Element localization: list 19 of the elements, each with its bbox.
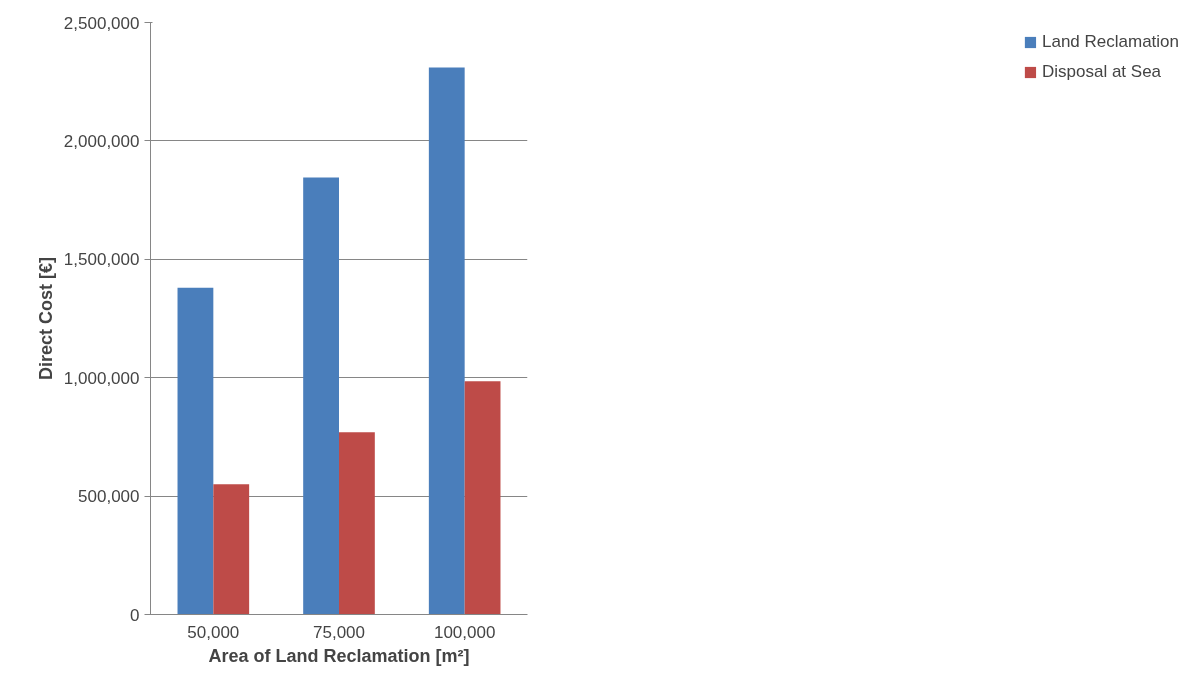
y-tick-label: 0 [130, 605, 140, 625]
y-tick-label: 500,000 [78, 487, 140, 507]
bar [303, 177, 339, 615]
x-tick-label: 100,000 [433, 622, 496, 642]
y-tick-label: 1,000,000 [63, 368, 140, 388]
bar [339, 432, 375, 615]
y-tick-label: 2,000,000 [63, 131, 140, 151]
legend-label: Disposal at Sea [1041, 62, 1162, 82]
bar [428, 67, 465, 615]
x-tick-label: 75,000 [313, 622, 365, 642]
legend-label: Land Reclamation [1041, 32, 1179, 52]
bar [177, 287, 214, 615]
y-axis-title: Direct Cost [€] [35, 256, 56, 381]
x-tick-label: 50,000 [187, 622, 240, 642]
bar [213, 484, 250, 615]
y-tick-label: 2,500,000 [63, 13, 140, 33]
bar [464, 381, 501, 615]
x-axis-title: Area of Land Reclamation [m²] [208, 645, 470, 666]
y-tick-label: 1,500,000 [63, 250, 140, 270]
